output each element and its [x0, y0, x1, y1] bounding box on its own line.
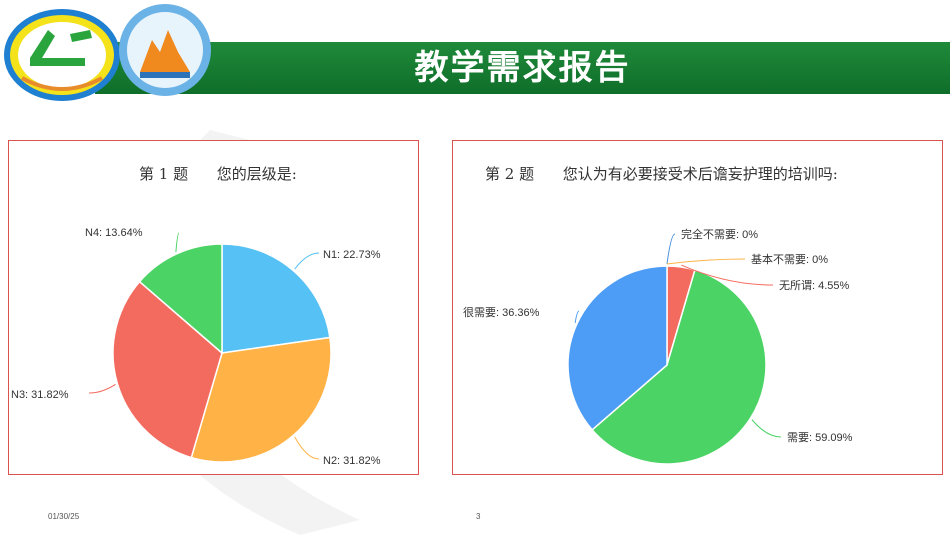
university-logo — [119, 4, 211, 96]
chart-panel-q2: 第 2 题 您认为有必要接受术后谵妄护理的培训吗: 完全不需要: 0% 基本不需… — [452, 140, 943, 475]
page-title: 教学需求报告 — [414, 48, 631, 88]
footer-date: 01/30/25 — [48, 512, 80, 521]
pie-slice-4 — [567, 265, 668, 431]
leader-line-0 — [666, 233, 676, 265]
slice-label-xuyao: 需要: 59.09% — [787, 431, 853, 444]
slice-label-n2: N2: 31.82% — [323, 455, 381, 467]
footer-page-number: 3 — [476, 512, 481, 521]
leader-line-3 — [175, 232, 180, 253]
slice-label-wusuowei: 无所谓: 4.55% — [779, 279, 850, 292]
pie-chart-q2: 第 2 题 您认为有必要接受术后谵妄护理的培训吗: 完全不需要: 0% 基本不需… — [463, 165, 853, 465]
pie-slice-3 — [591, 269, 767, 465]
logos — [4, 4, 211, 101]
slice-label-henxuyao: 很需要: 36.36% — [463, 305, 540, 319]
leader-line-3 — [751, 419, 782, 438]
slice-label-jiben: 基本不需要: 0% — [751, 252, 828, 266]
pie-slice-1 — [190, 336, 332, 463]
chart-panel-q1: 第 1 题 您的层级是: N1: 22.73% N2: 31.82% N3: 3… — [8, 140, 419, 475]
pie-slice-3 — [138, 243, 223, 355]
leader-line-1 — [666, 258, 746, 265]
pie-slice-2 — [112, 280, 223, 459]
leader-line-0 — [294, 252, 320, 270]
slice-label-n1: N1: 22.73% — [323, 249, 381, 261]
slice-label-n3: N3: 31.82% — [11, 389, 69, 401]
slice-label-n4: N4: 13.64% — [85, 227, 143, 239]
pie-chart-q1: 第 1 题 您的层级是: N1: 22.73% N2: 31.82% N3: 3… — [11, 165, 381, 467]
leader-line-4 — [574, 310, 580, 324]
slice-label-wanquan: 完全不需要: 0% — [681, 227, 758, 241]
leader-line-1 — [294, 436, 320, 460]
chart-title: 第 2 题 您认为有必要接受术后谵妄护理的培训吗: — [485, 165, 838, 183]
leader-line-2 — [681, 264, 774, 286]
chart-title: 第 1 题 您的层级是: — [139, 165, 297, 183]
header-bar — [95, 42, 950, 94]
hospital-logo — [4, 9, 120, 101]
pie-slice-0 — [221, 243, 331, 354]
leader-line-2 — [88, 383, 116, 394]
